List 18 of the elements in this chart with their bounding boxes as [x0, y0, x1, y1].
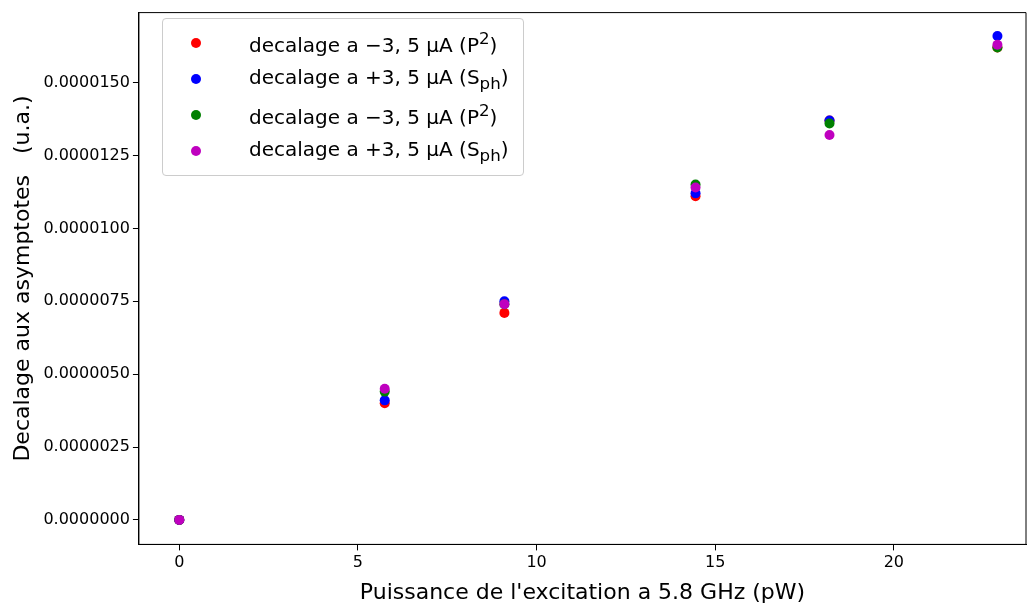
legend-label: decalage a −3, 5 μA (P$^{2}$)	[249, 101, 498, 129]
x-tick-label: 15	[705, 552, 726, 572]
legend-label: decalage a +3, 5 μA (S$_{ph}$)	[249, 65, 509, 93]
y-tick-label: 0.0000075	[43, 290, 130, 310]
y-tick-label: 0.0000125	[43, 144, 130, 164]
y-tick-label: 0.0000025	[43, 436, 130, 456]
x-tick-label: 20	[883, 552, 904, 572]
x-tick-label: 5	[352, 552, 364, 572]
y-tick-label: 0.0000050	[43, 363, 130, 383]
y-tick-label: 0.0000100	[43, 217, 130, 237]
legend-label: decalage a +3, 5 μA (S$_{ph}$)	[249, 137, 509, 165]
x-tick-label: 0	[174, 552, 185, 572]
legend-label: decalage a −3, 5 μA (P$^{2}$)	[249, 29, 498, 57]
y-tick-label: 0.0000150	[43, 71, 130, 91]
y-tick-label: 0.0000000	[43, 509, 130, 529]
y-axis-title: Decalage aux asymptotes (u.a.)	[8, 95, 34, 462]
x-tick-label: 10	[526, 552, 547, 572]
x-axis-title: Puissance de l'excitation a 5.8 GHz (pW)	[359, 578, 806, 604]
